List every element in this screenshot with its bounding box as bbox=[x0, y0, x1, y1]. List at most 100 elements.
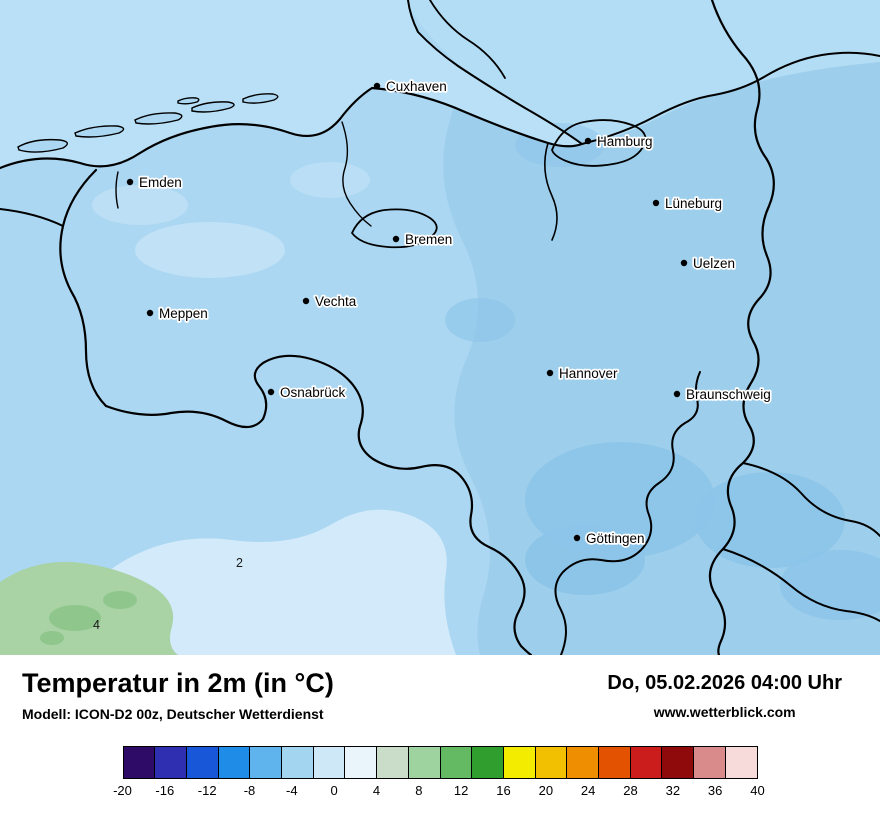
region-sea bbox=[0, 0, 582, 168]
colorbar-cell bbox=[155, 746, 187, 778]
city-label: Braunschweig bbox=[686, 387, 771, 402]
city-dot bbox=[652, 199, 660, 207]
city-dot bbox=[573, 534, 581, 542]
colorbar-cell bbox=[250, 746, 283, 778]
colorbar-tick-label: 12 bbox=[453, 782, 469, 798]
city-label: Meppen bbox=[159, 306, 208, 321]
colorbar-cell bbox=[377, 746, 409, 778]
city-label: Bremen bbox=[405, 232, 452, 247]
city-dot bbox=[680, 259, 688, 267]
region-green-dark bbox=[49, 605, 101, 631]
map-footer: Temperatur in 2m (in °C) Modell: ICON-D2… bbox=[0, 655, 880, 830]
island-outline bbox=[134, 112, 183, 125]
weser-river bbox=[341, 121, 372, 227]
bremen-state-border bbox=[351, 208, 438, 249]
city-dot bbox=[546, 369, 554, 377]
city-marker-group: Braunschweig bbox=[673, 385, 772, 404]
colorbar-cell bbox=[186, 746, 219, 778]
map-value-label: 2 bbox=[236, 556, 243, 570]
colorbar-cell bbox=[503, 746, 536, 778]
colorbar-cells bbox=[122, 745, 758, 779]
region-pale-streak bbox=[135, 222, 285, 278]
colorbar-cell bbox=[345, 746, 378, 778]
city-label: Lüneburg bbox=[665, 196, 722, 211]
border-south-main bbox=[104, 354, 533, 655]
city-dot bbox=[146, 309, 154, 317]
city-label: Hannover bbox=[559, 366, 618, 381]
coastline-south bbox=[0, 86, 584, 170]
region-cold-spot bbox=[445, 298, 515, 342]
city-marker-group: Uelzen bbox=[680, 254, 737, 273]
city-label: Göttingen bbox=[586, 531, 645, 546]
city-marker-group: Hannover bbox=[546, 364, 620, 383]
region-green-dark bbox=[103, 591, 137, 609]
model-info: Modell: ICON-D2 00z, Deutscher Wetterdie… bbox=[22, 705, 324, 722]
colorbar-cell bbox=[282, 746, 314, 778]
colorbar-cell bbox=[472, 746, 504, 778]
border-southeast-spur bbox=[742, 462, 880, 537]
city-marker-group: Bremen bbox=[392, 230, 454, 249]
colorbar-tick-row: -20 -16 -12 -8 -4 0 4 8 12 16 20 24 28 32 36 40 bbox=[113, 782, 765, 801]
city-marker-group: Cuxhaven bbox=[373, 77, 448, 96]
city-marker-group: Hamburg bbox=[584, 132, 654, 151]
colorbar-tick-label: -16 bbox=[155, 782, 175, 798]
border-east bbox=[708, 0, 775, 655]
forecast-datetime: Do, 05.02.2026 04:00 Uhr bbox=[607, 672, 842, 694]
city-dot bbox=[126, 178, 134, 186]
border-left-edge bbox=[0, 208, 64, 227]
colorbar-tick-label: 28 bbox=[623, 782, 638, 798]
island-outline bbox=[191, 101, 235, 113]
border-hamburg-south bbox=[544, 142, 558, 241]
hamburg-state-border bbox=[551, 119, 647, 167]
city-label: Vechta bbox=[315, 294, 357, 309]
colorbar-cell bbox=[725, 746, 757, 778]
region-pale-streak bbox=[290, 162, 370, 198]
city-dot bbox=[584, 137, 592, 145]
colorbar-tick-label: 36 bbox=[707, 782, 723, 798]
city-dot bbox=[392, 235, 400, 243]
city-dot bbox=[267, 388, 275, 396]
colorbar-cell bbox=[123, 746, 156, 778]
website-url: www.wetterblick.com bbox=[653, 704, 796, 720]
island-outline bbox=[17, 138, 68, 153]
colorbar-cell bbox=[694, 746, 726, 778]
region-green-dark bbox=[40, 631, 64, 645]
city-marker-group: Meppen bbox=[146, 304, 209, 323]
footer-left: Temperatur in 2m (in °C) Modell: ICON-D2… bbox=[22, 668, 334, 722]
colorbar-cell bbox=[218, 746, 251, 778]
region-cold-spot bbox=[780, 550, 880, 620]
colorbar-tick-label: 24 bbox=[580, 782, 596, 798]
city-label: Osnabrück bbox=[280, 385, 346, 400]
city-label: Hamburg bbox=[597, 134, 653, 149]
border-goettingen bbox=[554, 371, 701, 655]
colorbar-tick-label: 32 bbox=[665, 782, 681, 798]
colorbar-tick-label: -4 bbox=[286, 782, 298, 798]
city-marker-group: Göttingen bbox=[573, 529, 646, 548]
border-lines bbox=[0, 0, 880, 655]
colorbar-cell bbox=[599, 746, 631, 778]
city-label: Cuxhaven bbox=[386, 79, 447, 94]
islands bbox=[17, 93, 279, 153]
footer-right: Do, 05.02.2026 04:00 Uhr www.wetterblick… bbox=[607, 672, 842, 720]
colorbar-tick-label: -20 bbox=[113, 782, 132, 798]
colorbar-cell bbox=[567, 746, 600, 778]
colorbar-cell bbox=[630, 746, 663, 778]
colorbar-tick-label: 40 bbox=[750, 782, 765, 798]
city-dot bbox=[373, 82, 381, 90]
colorbar-tick-label: 16 bbox=[496, 782, 511, 798]
island-outline bbox=[177, 97, 200, 105]
city-marker-group: Osnabrück bbox=[267, 383, 347, 402]
weather-map: 24 CuxhavenHamburgEmdenLüneburgBremenUel… bbox=[0, 0, 880, 655]
colorbar-tick-label: -12 bbox=[197, 782, 217, 798]
colorbar-cell bbox=[662, 746, 695, 778]
colorbar-tick-label: -8 bbox=[243, 782, 256, 798]
temperature-value-labels: 24 bbox=[93, 556, 243, 632]
city-dot bbox=[673, 390, 681, 398]
temperature-colorbar: -20 -16 -12 -8 -4 0 4 8 12 16 20 24 28 32 36 40 bbox=[113, 745, 765, 801]
colorbar-cell bbox=[440, 746, 473, 778]
map-value-label: 4 bbox=[93, 618, 100, 632]
colorbar-tick-label: 20 bbox=[538, 782, 554, 798]
city-label: Emden bbox=[139, 175, 182, 190]
city-marker-group: Vechta bbox=[302, 292, 358, 311]
